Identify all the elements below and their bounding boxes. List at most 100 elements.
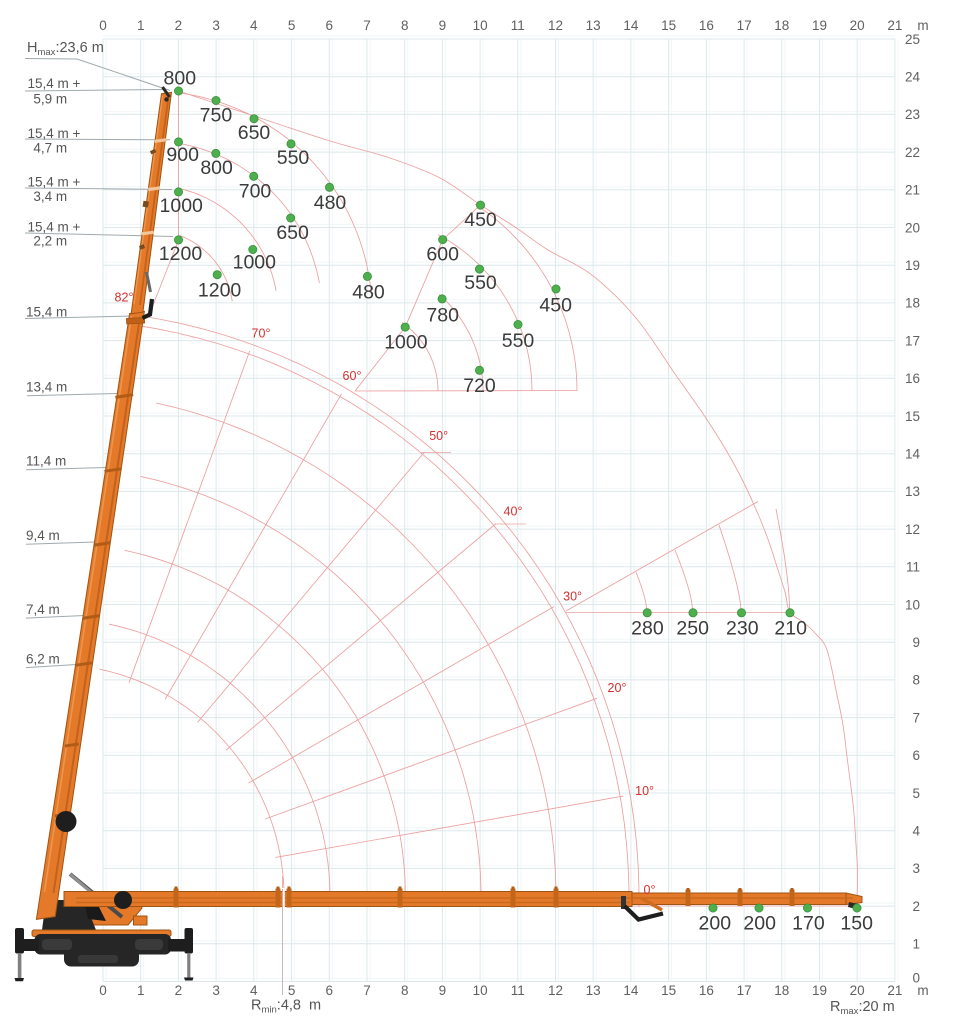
svg-text:m: m [917,983,928,998]
svg-text:3: 3 [212,983,220,998]
svg-text:170: 170 [792,913,825,935]
svg-text:23: 23 [905,107,920,122]
svg-text:650: 650 [238,122,271,144]
svg-text:10: 10 [905,597,920,612]
svg-text:14: 14 [623,18,639,33]
svg-text:16: 16 [699,983,714,998]
svg-text:30°: 30° [563,590,582,604]
svg-text:12: 12 [905,522,920,537]
svg-text:1: 1 [912,937,920,952]
svg-text:18: 18 [774,18,789,33]
svg-text:15,4 m: 15,4 m [26,305,67,320]
svg-text:13: 13 [905,484,920,499]
svg-text:11,4 m: 11,4 m [26,454,66,469]
svg-text:24: 24 [905,70,921,85]
svg-text:7: 7 [363,983,371,998]
svg-text:19: 19 [812,983,827,998]
svg-text:13,4 m: 13,4 m [26,379,67,394]
svg-text:4: 4 [912,824,920,839]
svg-text:20: 20 [905,220,920,235]
svg-text:3,4 m: 3,4 m [33,189,67,204]
svg-text:17: 17 [737,983,752,998]
svg-text:14: 14 [623,983,639,998]
svg-text:19: 19 [905,258,920,273]
svg-text:15,4 m +: 15,4 m + [28,219,81,234]
svg-text:1: 1 [137,18,145,33]
svg-text:450: 450 [539,295,572,317]
svg-text:0: 0 [99,18,107,33]
svg-text:4,7 m: 4,7 m [33,141,67,156]
svg-text:780: 780 [426,305,459,327]
svg-text:21: 21 [905,183,920,198]
svg-text:12: 12 [548,18,563,33]
svg-text:Rmax:20 m: Rmax:20 m [830,999,895,1017]
svg-text:18: 18 [774,983,789,998]
svg-text:9: 9 [912,635,920,650]
svg-text:82°: 82° [115,290,134,304]
svg-text:16: 16 [905,371,920,386]
svg-text:7: 7 [363,18,371,33]
svg-text:550: 550 [277,147,310,169]
svg-text:720: 720 [463,375,496,397]
svg-text:5: 5 [912,786,920,801]
svg-text:16: 16 [699,18,714,33]
svg-text:450: 450 [464,209,497,231]
svg-text:20: 20 [850,18,865,33]
svg-text:230: 230 [726,618,759,640]
svg-text:11: 11 [906,560,920,575]
svg-text:12: 12 [548,983,563,998]
svg-text:700: 700 [239,180,272,202]
svg-text:480: 480 [352,282,385,304]
svg-text:10: 10 [473,18,488,33]
svg-text:750: 750 [200,105,233,127]
svg-text:800: 800 [200,157,233,179]
svg-text:550: 550 [464,272,497,294]
svg-text:25: 25 [905,32,920,47]
svg-text:21: 21 [887,18,902,33]
svg-text:1200: 1200 [198,279,242,301]
svg-text:210: 210 [774,618,807,640]
svg-text:15: 15 [905,409,920,424]
svg-text:550: 550 [502,330,535,352]
svg-text:600: 600 [426,243,459,265]
svg-text:21: 21 [887,983,902,998]
svg-text:20: 20 [850,983,865,998]
svg-text:22: 22 [905,145,920,160]
svg-text:200: 200 [743,913,776,935]
svg-text:10°: 10° [635,784,654,798]
svg-text:150: 150 [840,913,873,935]
svg-text:9: 9 [439,18,447,33]
svg-text:6: 6 [912,748,920,763]
svg-text:2: 2 [175,18,183,33]
svg-text:4: 4 [250,18,258,33]
svg-text:3: 3 [912,861,920,876]
svg-text:250: 250 [676,618,709,640]
svg-text:13: 13 [586,983,601,998]
svg-text:15: 15 [661,983,676,998]
svg-text:4: 4 [250,983,258,998]
svg-text:5: 5 [288,983,296,998]
svg-text:11: 11 [511,18,525,33]
svg-text:1: 1 [137,983,145,998]
svg-text:5: 5 [288,18,296,33]
svg-text:1200: 1200 [159,243,203,265]
svg-text:5,9 m: 5,9 m [33,91,67,106]
svg-text:17: 17 [737,18,752,33]
svg-text:6,2 m: 6,2 m [26,651,60,666]
svg-text:800: 800 [164,68,197,90]
svg-text:2: 2 [175,983,183,998]
svg-text:17: 17 [905,333,920,348]
svg-text:6: 6 [326,18,334,33]
svg-text:1000: 1000 [160,195,204,217]
svg-text:20°: 20° [608,681,627,695]
svg-text:8: 8 [401,983,409,998]
svg-text:900: 900 [166,144,199,166]
svg-text:11: 11 [511,983,525,998]
svg-text:10: 10 [473,983,488,998]
svg-text:40°: 40° [504,504,523,518]
svg-text:8: 8 [401,18,409,33]
svg-text:1000: 1000 [384,332,428,354]
svg-text:9,4 m: 9,4 m [26,528,60,543]
svg-text:8: 8 [912,673,920,688]
svg-text:60°: 60° [343,369,362,383]
